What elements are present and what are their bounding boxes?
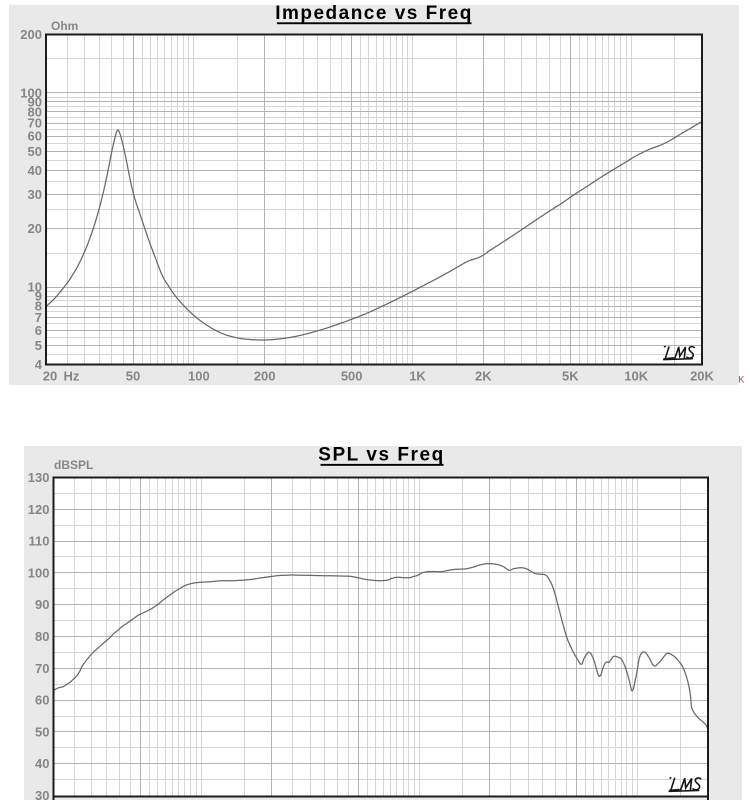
svg-text:30: 30	[35, 788, 49, 800]
svg-text:50: 50	[35, 724, 49, 739]
svg-text:100: 100	[188, 369, 210, 384]
svg-text:Hz: Hz	[64, 369, 80, 384]
svg-text:Impedance vs Freq: Impedance vs Freq	[275, 3, 473, 24]
svg-text:K: K	[738, 375, 744, 385]
svg-text:90: 90	[28, 94, 42, 109]
svg-text:60: 60	[35, 693, 49, 708]
svg-text:70: 70	[35, 661, 49, 676]
svg-text:50: 50	[126, 369, 140, 384]
svg-text:2K: 2K	[475, 369, 492, 384]
svg-text:130: 130	[28, 470, 50, 485]
svg-text:120: 120	[28, 502, 50, 517]
svg-text:8: 8	[35, 299, 42, 314]
svg-text:40: 40	[28, 163, 42, 178]
svg-text:10K: 10K	[624, 369, 648, 384]
svg-text:30: 30	[28, 187, 42, 202]
svg-text:6: 6	[35, 323, 42, 338]
svg-text:7: 7	[35, 310, 42, 325]
svg-text:110: 110	[29, 534, 50, 549]
svg-text:5: 5	[35, 338, 42, 353]
svg-text:80: 80	[35, 629, 49, 644]
svg-text:20: 20	[43, 369, 57, 384]
svg-text:10: 10	[28, 280, 42, 295]
svg-text:9: 9	[35, 289, 42, 304]
svg-text:60: 60	[28, 129, 42, 144]
svg-text:1K: 1K	[409, 369, 426, 384]
svg-text:20K: 20K	[690, 369, 714, 384]
svg-text:5K: 5K	[562, 369, 579, 384]
svg-text:dBSPL: dBSPL	[54, 458, 93, 472]
svg-text:4: 4	[35, 357, 43, 372]
svg-text:50: 50	[28, 144, 42, 159]
svg-text:Ohm: Ohm	[51, 19, 78, 33]
svg-text:SPL vs Freq: SPL vs Freq	[318, 445, 445, 466]
svg-text:200: 200	[254, 369, 276, 384]
svg-text:100: 100	[28, 565, 50, 580]
svg-text:70: 70	[28, 116, 42, 131]
svg-text:40: 40	[35, 756, 49, 771]
svg-text:100: 100	[20, 85, 42, 100]
svg-text:20: 20	[28, 221, 42, 236]
svg-text:80: 80	[28, 104, 42, 119]
svg-text:500: 500	[341, 369, 363, 384]
svg-text:90: 90	[35, 597, 49, 612]
svg-text:200: 200	[20, 27, 42, 42]
